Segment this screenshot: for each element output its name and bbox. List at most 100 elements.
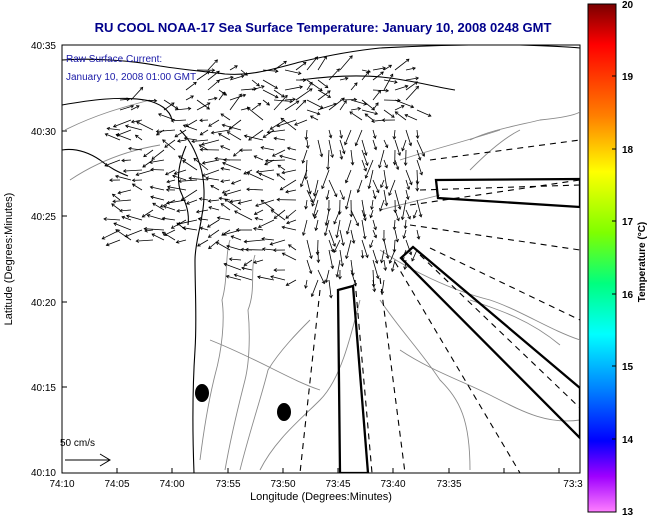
- current-vector: [251, 79, 260, 87]
- current-vector: [253, 228, 264, 231]
- current-vector-head: [260, 146, 265, 150]
- current-vector: [317, 269, 325, 284]
- x-tick-label: 73:55: [215, 479, 240, 490]
- current-vector: [112, 193, 121, 201]
- current-vector-head: [119, 208, 123, 213]
- current-vector: [336, 219, 341, 238]
- current-vector-head: [211, 68, 216, 73]
- current-vector-head: [403, 266, 408, 270]
- current-vector-head: [150, 167, 154, 172]
- current-vector: [324, 219, 330, 236]
- current-vector: [404, 219, 407, 229]
- current-vector-head: [182, 160, 186, 164]
- current-vector-head: [326, 166, 330, 171]
- current-vector-head: [206, 102, 211, 106]
- current-vector-head: [253, 260, 257, 264]
- current-vector: [130, 105, 140, 111]
- current-vector: [284, 86, 303, 91]
- current-vector-head: [215, 241, 220, 245]
- current-vector-head: [273, 136, 278, 141]
- current-vector: [257, 276, 275, 281]
- current-vector-head: [344, 205, 349, 210]
- current-vector-head: [121, 215, 125, 220]
- current-vector: [135, 134, 143, 141]
- current-vector-head: [327, 90, 331, 94]
- current-vector: [416, 229, 420, 240]
- current-vector-head: [309, 115, 314, 119]
- current-vector-head: [333, 249, 337, 253]
- current-vector: [383, 259, 386, 271]
- current-vector-head: [349, 111, 354, 115]
- current-vector-head: [285, 189, 289, 194]
- current-vector: [220, 113, 231, 121]
- current-vector-head: [223, 262, 228, 267]
- current-vector: [223, 263, 242, 271]
- current-vector: [286, 219, 297, 224]
- current-vector: [305, 129, 308, 140]
- current-vector-head: [207, 234, 212, 238]
- current-vector-head: [312, 213, 316, 217]
- current-vector: [196, 209, 209, 213]
- current-vector-head: [356, 189, 361, 194]
- current-vector: [361, 199, 366, 218]
- x-tick-label: 74:00: [159, 479, 184, 490]
- current-vector: [372, 219, 377, 230]
- current-vector: [119, 209, 132, 212]
- current-vector: [317, 239, 319, 255]
- current-vector-head: [245, 247, 249, 252]
- current-vector: [158, 113, 176, 121]
- current-vector: [306, 109, 320, 115]
- current-vector: [339, 100, 347, 111]
- current-vector-head: [371, 119, 375, 123]
- current-vector-head: [210, 185, 214, 189]
- current-vector-head: [166, 185, 171, 189]
- current-vector: [345, 239, 352, 259]
- current-vector-head: [309, 81, 313, 86]
- current-vector: [317, 79, 329, 88]
- current-vector: [273, 60, 287, 71]
- current-vector: [339, 149, 343, 160]
- current-vector-head: [309, 255, 313, 260]
- current-vector: [189, 177, 209, 181]
- current-vector: [164, 139, 176, 148]
- current-vector-head: [198, 144, 203, 148]
- current-vector-head: [161, 231, 166, 236]
- current-vector: [284, 100, 300, 111]
- current-vector: [279, 155, 297, 161]
- current-vector: [172, 175, 187, 181]
- current-vector: [383, 109, 395, 118]
- current-vector-head: [353, 97, 358, 102]
- current-vector-head: [332, 243, 336, 247]
- current-vector: [222, 124, 242, 131]
- current-vector-head: [418, 213, 423, 218]
- current-vector: [210, 185, 220, 191]
- current-vector-head: [373, 146, 378, 151]
- current-vector-head: [295, 100, 300, 104]
- current-vector: [379, 199, 385, 212]
- current-vector-head: [349, 213, 354, 218]
- current-vector: [229, 65, 238, 71]
- current-vector: [405, 129, 412, 146]
- current-vector: [182, 227, 198, 231]
- current-vector: [306, 56, 318, 71]
- current-vector-head: [344, 141, 348, 146]
- current-vector-head: [388, 260, 393, 264]
- current-vector-head: [199, 147, 204, 152]
- current-vector: [229, 258, 242, 261]
- current-vector: [383, 79, 398, 83]
- current-vector: [262, 248, 275, 251]
- current-vector: [103, 218, 121, 221]
- current-vector: [207, 59, 218, 71]
- current-vector-head: [206, 224, 211, 228]
- current-vector: [339, 189, 345, 200]
- current-vector-head: [416, 235, 421, 240]
- overlay-line-2: January 10, 2008 01:00 GMT: [66, 72, 196, 83]
- current-vector: [381, 249, 385, 263]
- current-vector-head: [175, 240, 180, 244]
- current-vector-head: [408, 142, 413, 147]
- current-vector: [226, 275, 242, 281]
- current-vector-head: [403, 225, 408, 230]
- y-tick-label: 40:15: [31, 383, 56, 394]
- current-vector-head: [304, 136, 309, 141]
- current-vector-head: [172, 174, 176, 179]
